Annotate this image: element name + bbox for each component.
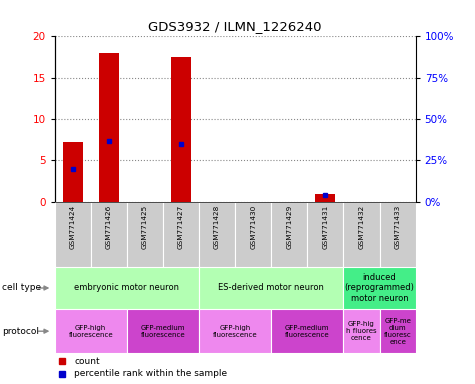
Text: GFP-hig
h fluores
cence: GFP-hig h fluores cence — [346, 321, 377, 341]
Bar — [271, 202, 307, 267]
Text: GFP-high
fluorescence: GFP-high fluorescence — [68, 325, 113, 338]
Text: GSM771425: GSM771425 — [142, 205, 148, 249]
Text: protocol: protocol — [2, 327, 39, 336]
Bar — [343, 202, 380, 267]
Text: GSM771432: GSM771432 — [359, 205, 364, 249]
Bar — [199, 267, 343, 309]
Bar — [163, 202, 199, 267]
Bar — [127, 202, 163, 267]
Text: embryonic motor neuron: embryonic motor neuron — [74, 283, 180, 293]
Bar — [171, 57, 191, 202]
Bar — [235, 202, 271, 267]
Bar — [380, 202, 416, 267]
Text: GFP-me
dium
fluoresc
ence: GFP-me dium fluoresc ence — [384, 318, 411, 345]
Bar — [271, 309, 343, 353]
Text: count: count — [75, 357, 100, 366]
Text: GSM771427: GSM771427 — [178, 205, 184, 249]
Bar — [343, 309, 380, 353]
Bar — [63, 142, 83, 202]
Text: percentile rank within the sample: percentile rank within the sample — [75, 369, 228, 378]
Bar — [91, 202, 127, 267]
Text: ES-derived motor neuron: ES-derived motor neuron — [218, 283, 324, 293]
Text: induced
(reprogrammed)
motor neuron: induced (reprogrammed) motor neuron — [344, 273, 415, 303]
Bar — [343, 267, 416, 309]
Text: GSM771424: GSM771424 — [70, 205, 76, 249]
Text: GSM771426: GSM771426 — [106, 205, 112, 249]
Bar — [199, 202, 235, 267]
Bar — [127, 309, 199, 353]
Text: GFP-high
fluorescence: GFP-high fluorescence — [213, 325, 257, 338]
Bar — [315, 194, 335, 202]
Bar — [55, 267, 199, 309]
Bar — [199, 309, 271, 353]
Bar — [55, 309, 127, 353]
Text: cell type: cell type — [2, 283, 41, 293]
Bar — [99, 53, 119, 202]
Bar — [55, 202, 91, 267]
Text: GFP-medium
fluorescence: GFP-medium fluorescence — [141, 325, 185, 338]
Text: GSM771433: GSM771433 — [395, 205, 400, 249]
Bar — [380, 309, 416, 353]
Text: GSM771430: GSM771430 — [250, 205, 256, 249]
Text: GFP-medium
fluorescence: GFP-medium fluorescence — [285, 325, 330, 338]
Bar — [307, 202, 343, 267]
Text: GSM771428: GSM771428 — [214, 205, 220, 249]
Text: GSM771431: GSM771431 — [323, 205, 328, 249]
Text: GSM771429: GSM771429 — [286, 205, 292, 249]
Title: GDS3932 / ILMN_1226240: GDS3932 / ILMN_1226240 — [148, 20, 322, 33]
